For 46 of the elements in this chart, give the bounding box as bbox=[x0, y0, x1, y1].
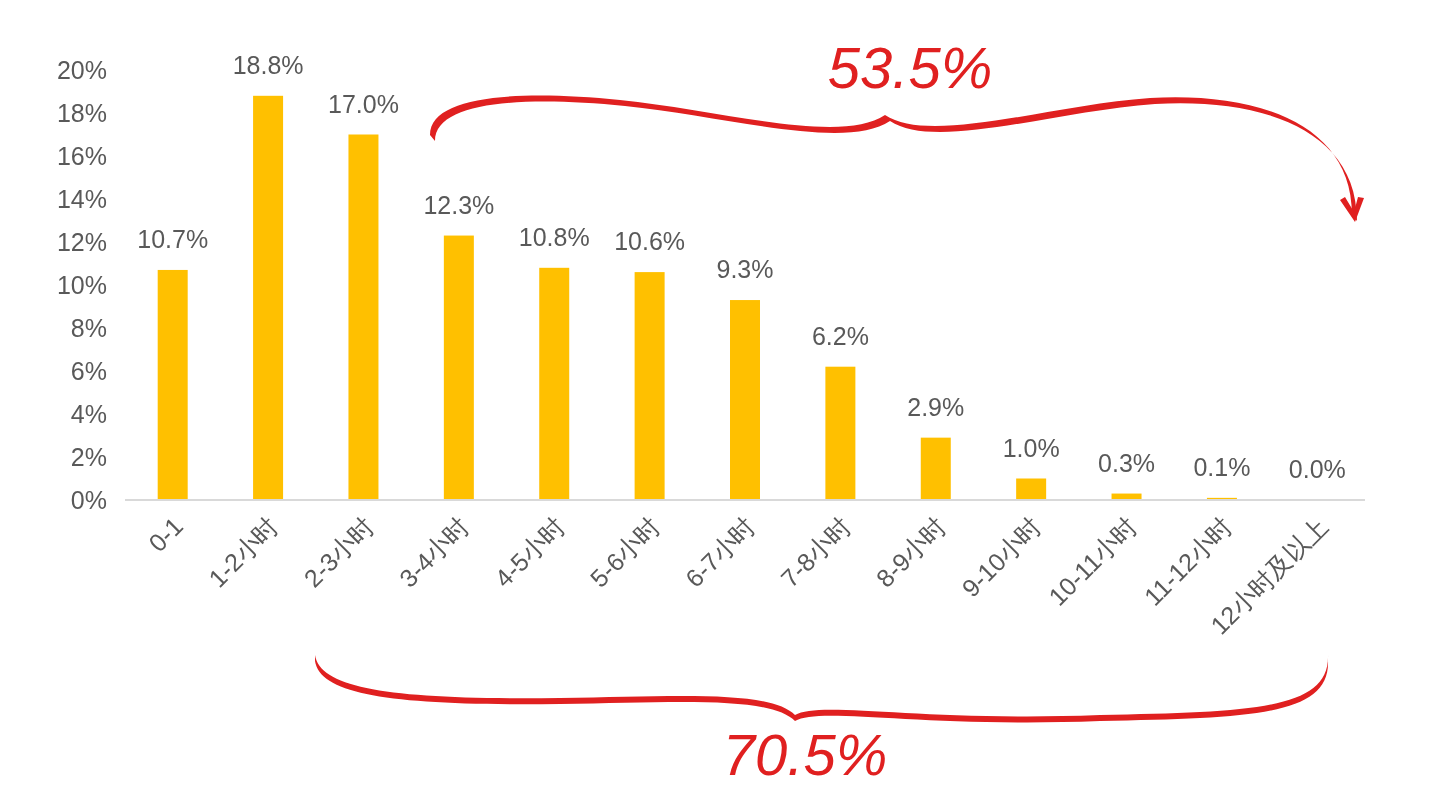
data-label: 9.3% bbox=[716, 255, 774, 284]
y-tick-label: 4% bbox=[70, 400, 107, 428]
x-tick-label: 3-4小时 bbox=[393, 511, 475, 593]
y-tick-label: 12% bbox=[56, 228, 107, 256]
x-tick-label: 6-7小时 bbox=[679, 511, 761, 593]
y-tick-label: 16% bbox=[56, 142, 107, 170]
y-tick-label: 20% bbox=[56, 56, 107, 84]
data-label: 18.8% bbox=[232, 50, 304, 79]
data-label: 6.2% bbox=[811, 321, 869, 350]
y-tick-label: 2% bbox=[70, 443, 107, 471]
x-tick-label: 4-5小时 bbox=[489, 511, 570, 593]
bar bbox=[443, 235, 474, 500]
bar bbox=[730, 300, 760, 500]
x-tick-label: 8-9小时 bbox=[870, 511, 952, 593]
bar bbox=[920, 437, 951, 500]
data-label: 0.3% bbox=[1098, 448, 1156, 477]
data-label: 2.9% bbox=[907, 392, 965, 421]
x-tick-label: 2-3小时 bbox=[298, 511, 379, 593]
data-label: 10.6% bbox=[614, 227, 686, 256]
text: 70.5% bbox=[722, 722, 888, 787]
y-tick-label: 10% bbox=[56, 271, 107, 299]
data-label: 10.7% bbox=[137, 224, 209, 253]
data-label: 10.8% bbox=[518, 222, 590, 251]
data-label: 1.0% bbox=[1002, 433, 1060, 462]
x-tick-label: 9-10小时 bbox=[956, 511, 1047, 603]
y-tick-label: 8% bbox=[70, 314, 107, 342]
data-label: 0.1% bbox=[1193, 452, 1251, 481]
bar bbox=[1016, 478, 1047, 500]
x-tick-label: 1-2小时 bbox=[202, 511, 284, 593]
bar bbox=[253, 95, 284, 500]
bar bbox=[634, 272, 665, 500]
bar bbox=[348, 134, 379, 500]
data-label: 12.3% bbox=[423, 190, 495, 219]
bar bbox=[825, 366, 856, 500]
y-tick-label: 14% bbox=[56, 185, 107, 213]
bar bbox=[539, 267, 570, 500]
annotation: 53.5% bbox=[827, 35, 993, 100]
x-tick-label: 5-6小时 bbox=[584, 511, 666, 593]
data-label: 17.0% bbox=[328, 89, 399, 118]
x-tick-label: 0-1 bbox=[142, 511, 189, 558]
y-tick-label: 0% bbox=[70, 486, 107, 514]
x-tick-label: 7-8小时 bbox=[775, 511, 856, 593]
data-label: 0.0% bbox=[1288, 455, 1346, 483]
bar bbox=[157, 269, 188, 500]
y-tick-label: 6% bbox=[70, 357, 107, 385]
y-tick-label: 18% bbox=[56, 99, 107, 127]
